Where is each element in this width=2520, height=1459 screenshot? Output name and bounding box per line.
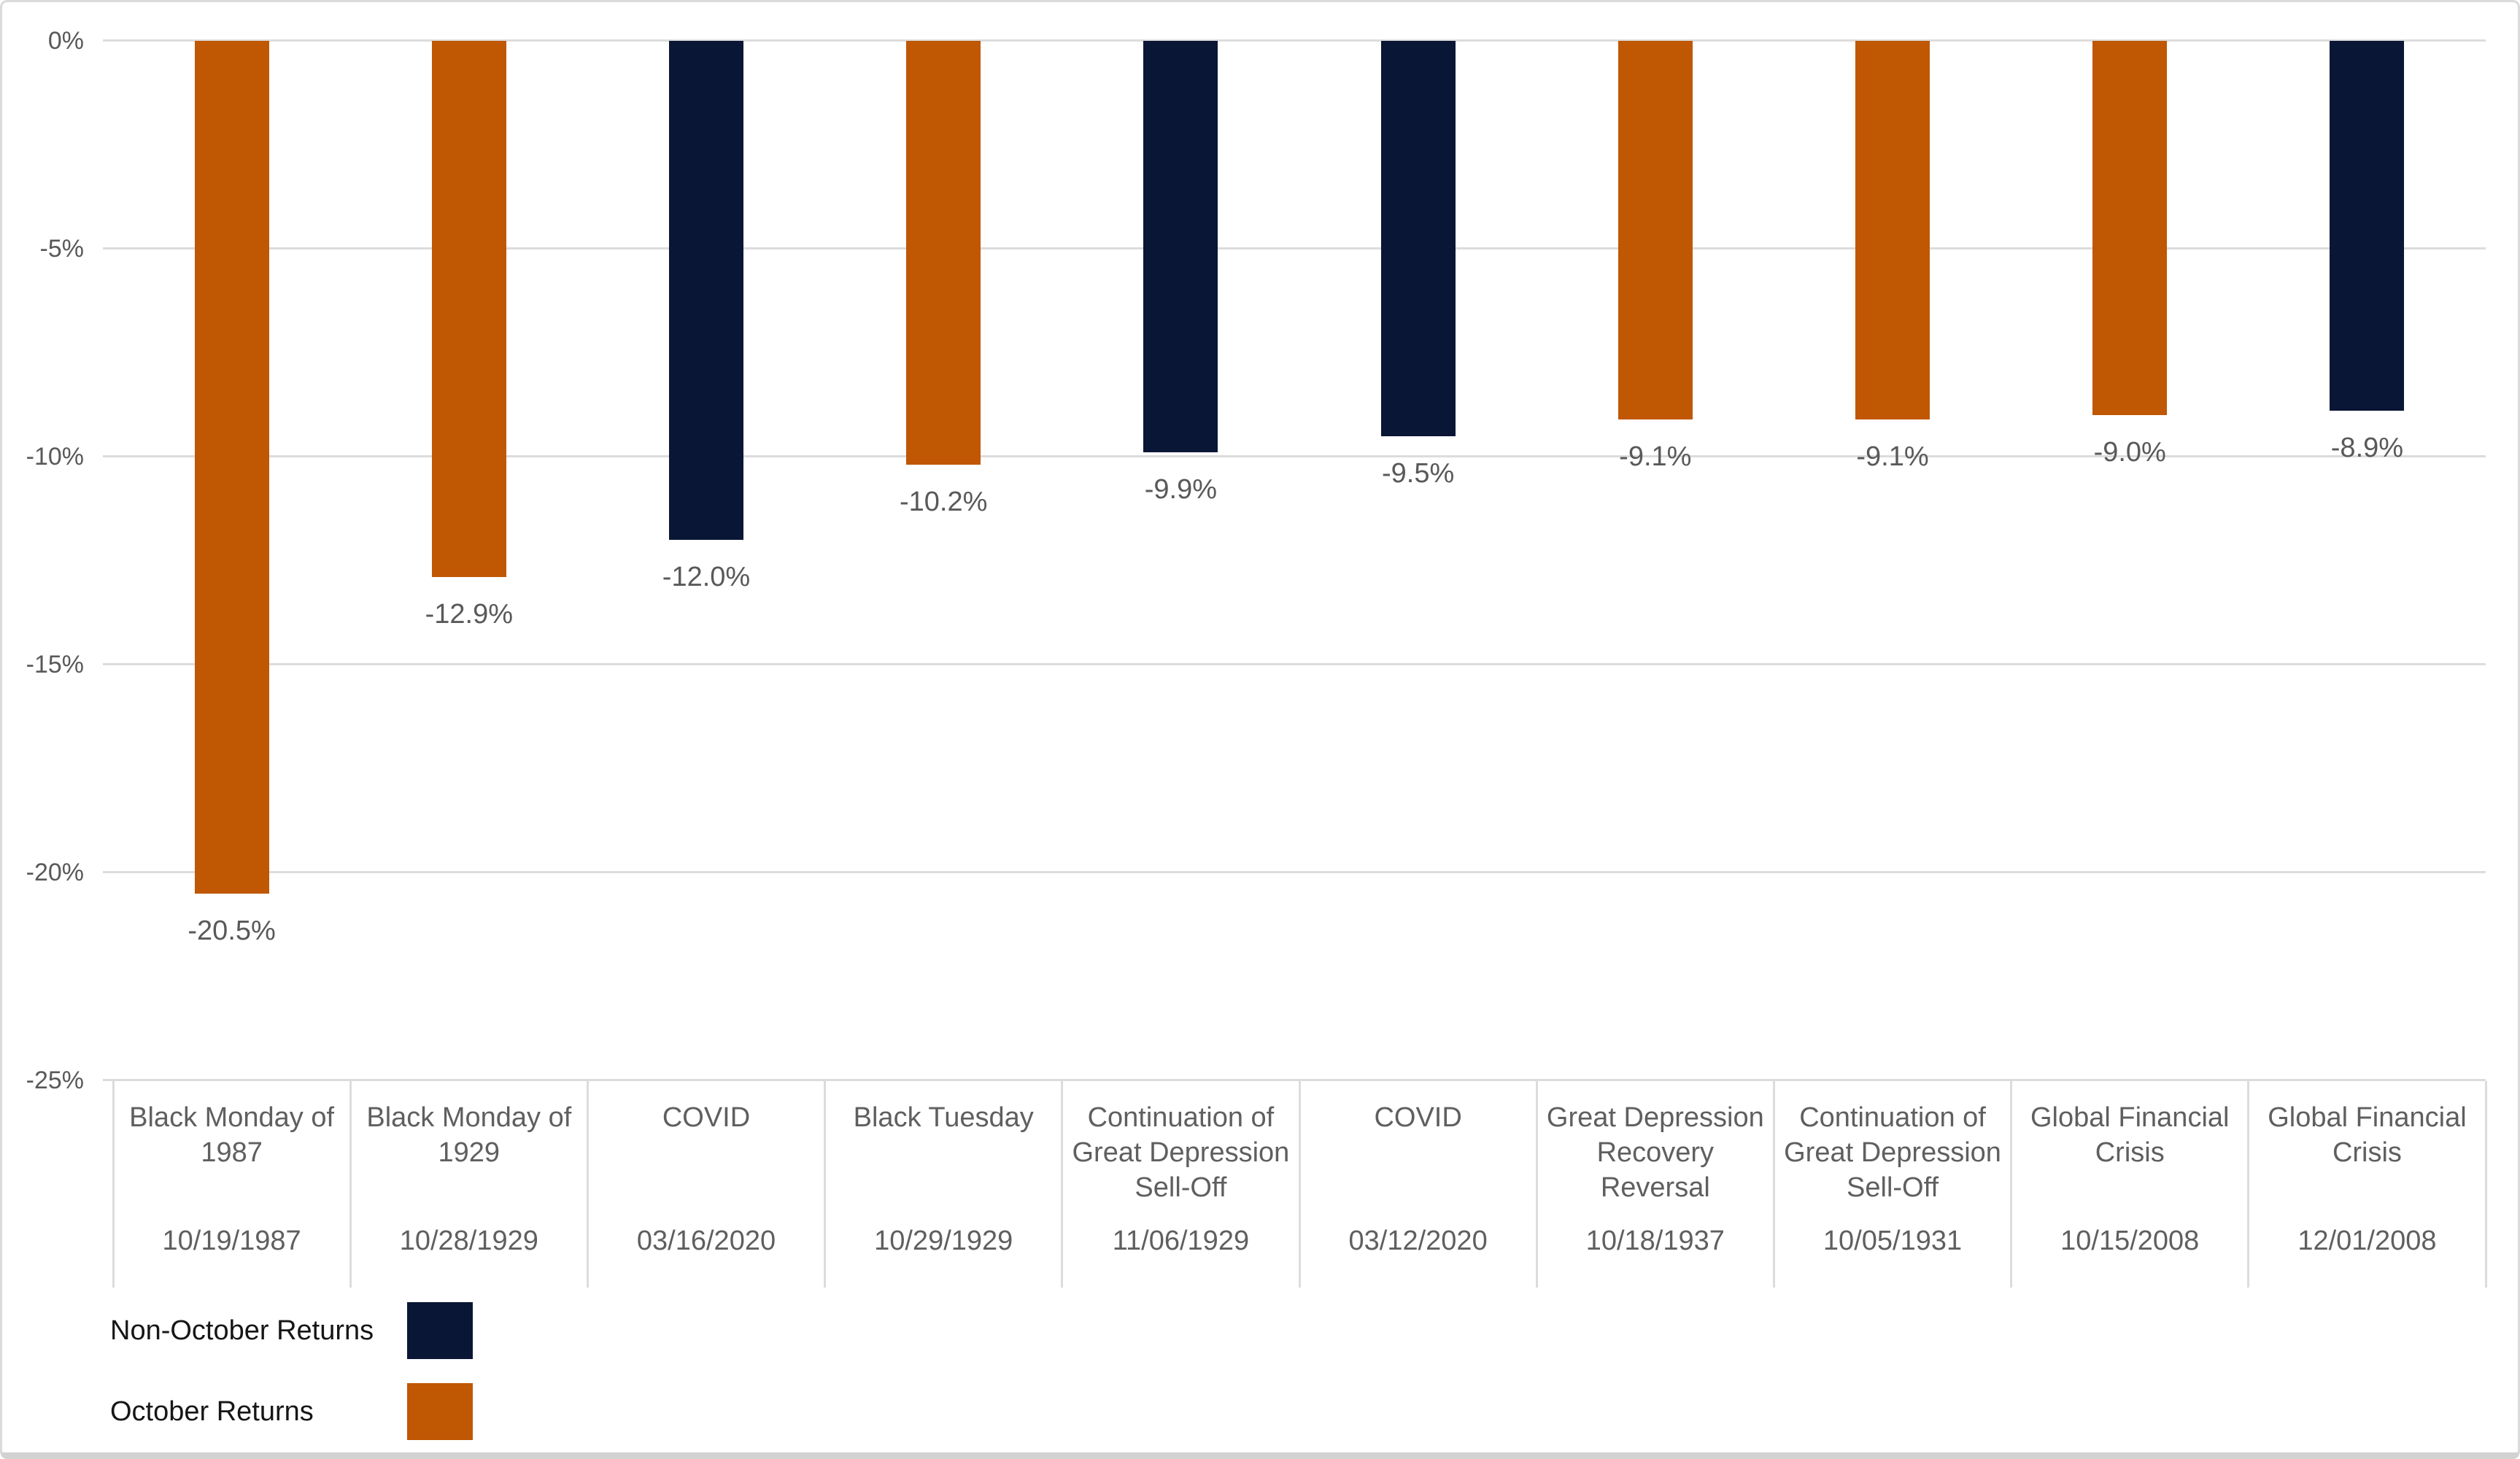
category-date: 10/05/1931	[1823, 1226, 1963, 1256]
legend-item-october: October Returns	[110, 1383, 473, 1440]
category-cell: Continuation of Great Depression Sell-Of…	[1062, 1081, 1299, 1288]
category-cell: Black Monday of 1929 10/28/1929	[350, 1081, 587, 1288]
category-date: 10/29/1929	[874, 1226, 1013, 1256]
bar-column: -9.5%	[1299, 41, 1537, 1080]
category-event-name: COVID	[1374, 1102, 1462, 1133]
table-divider	[1535, 1081, 1538, 1288]
category-event-name: Continuation of Great Depression Sell-Of…	[1072, 1102, 1290, 1203]
category-event-name: Black Tuesday	[853, 1102, 1034, 1133]
bar-value-label: -9.9%	[1144, 474, 1218, 506]
table-divider	[586, 1081, 589, 1288]
legend-swatch-non-october-icon	[407, 1302, 473, 1359]
plot-area: -20.5% -12.9% -12.0% -10.2% -9.9% -9.5% -9.1% -…	[113, 41, 2486, 1080]
bar-03/16/2020	[669, 41, 743, 540]
table-divider	[1061, 1081, 1064, 1288]
category-date: 10/15/2008	[2060, 1226, 2200, 1256]
gridline--15%	[103, 663, 2486, 665]
table-divider	[1772, 1081, 1775, 1288]
gridline--5%	[103, 247, 2486, 249]
category-date: 03/12/2020	[1348, 1226, 1488, 1256]
category-event-name: Black Monday of 1929	[366, 1102, 572, 1168]
bar-value-label: -9.0%	[2093, 437, 2166, 468]
bar-value-label: -12.0%	[662, 562, 751, 592]
bar-10/15/2008	[2092, 41, 2168, 415]
bar-value-label: -12.9%	[425, 599, 513, 630]
category-cell: Global Financial Crisis 12/01/2008	[2249, 1081, 2486, 1288]
category-date: 10/19/1987	[162, 1226, 301, 1256]
bar-10/18/1937	[1617, 41, 1693, 419]
bar-value-label: -20.5%	[188, 915, 276, 946]
y-tick-label: -25%	[26, 1067, 84, 1094]
category-date: 12/01/2008	[2297, 1226, 2437, 1256]
legend-label-non-october: Non-October Returns	[110, 1315, 374, 1346]
category-date: 10/18/1937	[1585, 1226, 1725, 1256]
bar-value-label: -10.2%	[900, 487, 988, 518]
category-cell: Black Tuesday 10/29/1929	[825, 1081, 1062, 1288]
category-cell: Global Financial Crisis 10/15/2008	[2011, 1081, 2249, 1288]
table-divider	[112, 1081, 115, 1288]
bar-value-label: -9.5%	[1381, 457, 1455, 489]
bar-10/19/1987	[194, 41, 269, 894]
y-tick-label: 0%	[47, 27, 84, 55]
y-tick-label: -5%	[39, 235, 84, 263]
gridline-0%	[103, 39, 2486, 42]
category-cell: COVID 03/16/2020	[587, 1081, 824, 1288]
category-date: 03/16/2020	[636, 1226, 776, 1256]
bar-value-label: -8.9%	[2330, 433, 2404, 464]
bar-12/01/2008	[2330, 41, 2405, 411]
legend-swatch-october-icon	[407, 1383, 473, 1440]
bar-10/28/1929	[431, 41, 506, 578]
category-event-name: Great Depression Recovery Reversal	[1546, 1102, 1764, 1203]
bar-10/29/1929	[906, 41, 981, 465]
category-table: Black Monday of 1987 10/19/1987 Black Mond…	[113, 1081, 2486, 1288]
bar-column: -9.1%	[1537, 41, 1774, 1080]
bar-column: -12.0%	[587, 41, 824, 1080]
bar-column: -9.9%	[1062, 41, 1299, 1080]
bar-column: -12.9%	[350, 41, 587, 1080]
gridline--10%	[103, 455, 2486, 457]
category-event-name: Continuation of Great Depression Sell-Of…	[1784, 1102, 2001, 1203]
bar-03/12/2020	[1380, 41, 1456, 436]
table-divider	[2484, 1081, 2487, 1288]
bar-column: -10.2%	[825, 41, 1062, 1080]
bar-value-label: -9.1%	[1619, 441, 1692, 472]
gridline--25%	[103, 1079, 2486, 1081]
category-cell: Continuation of Great Depression Sell-Of…	[1774, 1081, 2011, 1288]
table-divider	[824, 1081, 827, 1288]
y-tick-label: -10%	[26, 443, 84, 471]
bar-value-label: -9.1%	[1856, 441, 1929, 472]
category-cell: Great Depression Recovery Reversal 10/18/…	[1537, 1081, 1774, 1288]
category-event-name: Black Monday of 1987	[129, 1102, 335, 1168]
legend-label-october: October Returns	[110, 1396, 314, 1427]
category-event-name: COVID	[662, 1102, 751, 1133]
table-divider	[1298, 1081, 1301, 1288]
category-date: 10/28/1929	[399, 1226, 538, 1256]
category-cell: COVID 03/12/2020	[1299, 1081, 1537, 1288]
gridline--20%	[103, 871, 2486, 873]
bar-11/06/1929	[1143, 41, 1218, 453]
bar-column: -8.9%	[2249, 41, 2486, 1080]
table-divider	[349, 1081, 352, 1288]
category-event-name: Global Financial Crisis	[2268, 1102, 2467, 1168]
category-cell: Black Monday of 1987 10/19/1987	[113, 1081, 350, 1288]
table-divider	[2247, 1081, 2250, 1288]
table-divider	[2010, 1081, 2013, 1288]
bar-column: -9.0%	[2011, 41, 2249, 1080]
legend-item-non-october: Non-October Returns	[110, 1302, 473, 1359]
bar-column: -9.1%	[1774, 41, 2011, 1080]
bar-column: -20.5%	[113, 41, 350, 1080]
y-tick-label: -15%	[26, 651, 84, 678]
y-tick-label: -20%	[26, 859, 84, 886]
bar-10/05/1931	[1855, 41, 1930, 419]
category-date: 11/06/1929	[1112, 1226, 1250, 1256]
category-event-name: Global Financial Crisis	[2030, 1102, 2230, 1168]
